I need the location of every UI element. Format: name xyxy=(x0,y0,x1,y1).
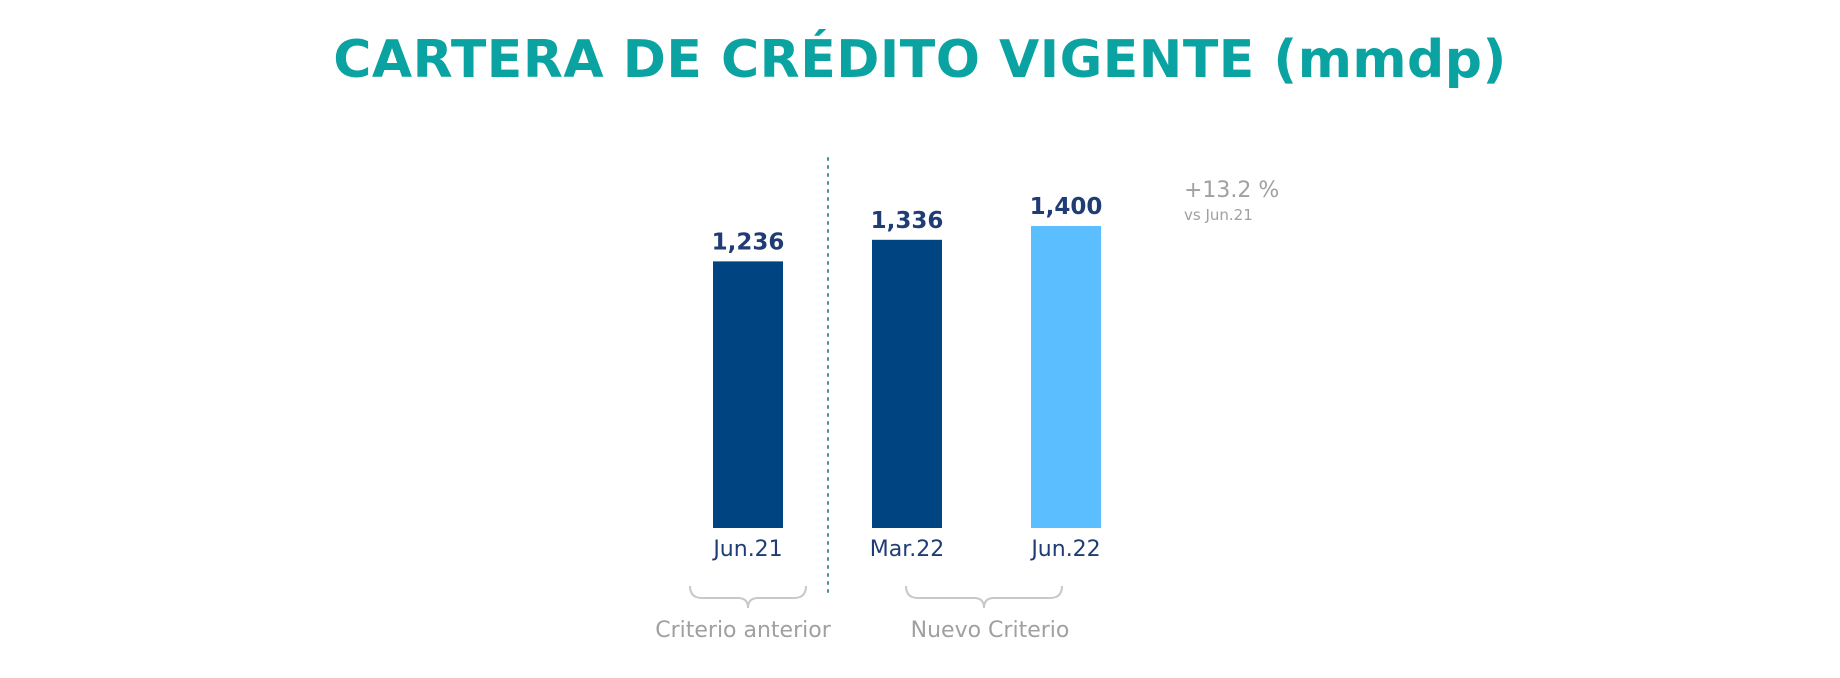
group-brace xyxy=(905,585,1063,609)
value-label: 1,336 xyxy=(871,208,944,234)
value-label: 1,400 xyxy=(1030,194,1103,220)
growth-reference: vs Jun.21 xyxy=(1184,206,1253,224)
group-label: Nuevo Criterio xyxy=(911,618,1070,643)
group-label: Criterio anterior xyxy=(655,618,831,643)
category-label: Jun.22 xyxy=(1029,537,1100,562)
chart-title: CARTERA DE CRÉDITO VIGENTE (mmdp) xyxy=(333,30,1507,90)
group-brace xyxy=(689,585,807,609)
bar-jun-22 xyxy=(1031,226,1101,528)
growth-percent: +13.2 % xyxy=(1184,178,1279,203)
bar-jun-21 xyxy=(713,261,783,528)
value-label: 1,236 xyxy=(712,229,785,255)
category-label: Mar.22 xyxy=(870,537,944,562)
bar-mar-22 xyxy=(872,239,942,528)
category-label: Jun.21 xyxy=(711,537,782,562)
